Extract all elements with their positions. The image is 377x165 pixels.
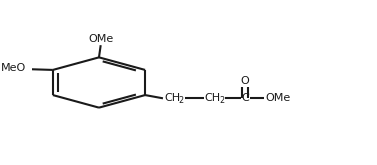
Text: 2: 2: [219, 96, 224, 105]
Text: CH: CH: [164, 93, 180, 102]
Text: CH: CH: [205, 93, 221, 102]
Text: OMe: OMe: [265, 93, 290, 102]
Text: OMe: OMe: [89, 34, 114, 44]
Text: 2: 2: [178, 96, 184, 105]
Text: O: O: [241, 76, 250, 86]
Text: C: C: [242, 93, 250, 102]
Text: MeO: MeO: [0, 63, 26, 73]
